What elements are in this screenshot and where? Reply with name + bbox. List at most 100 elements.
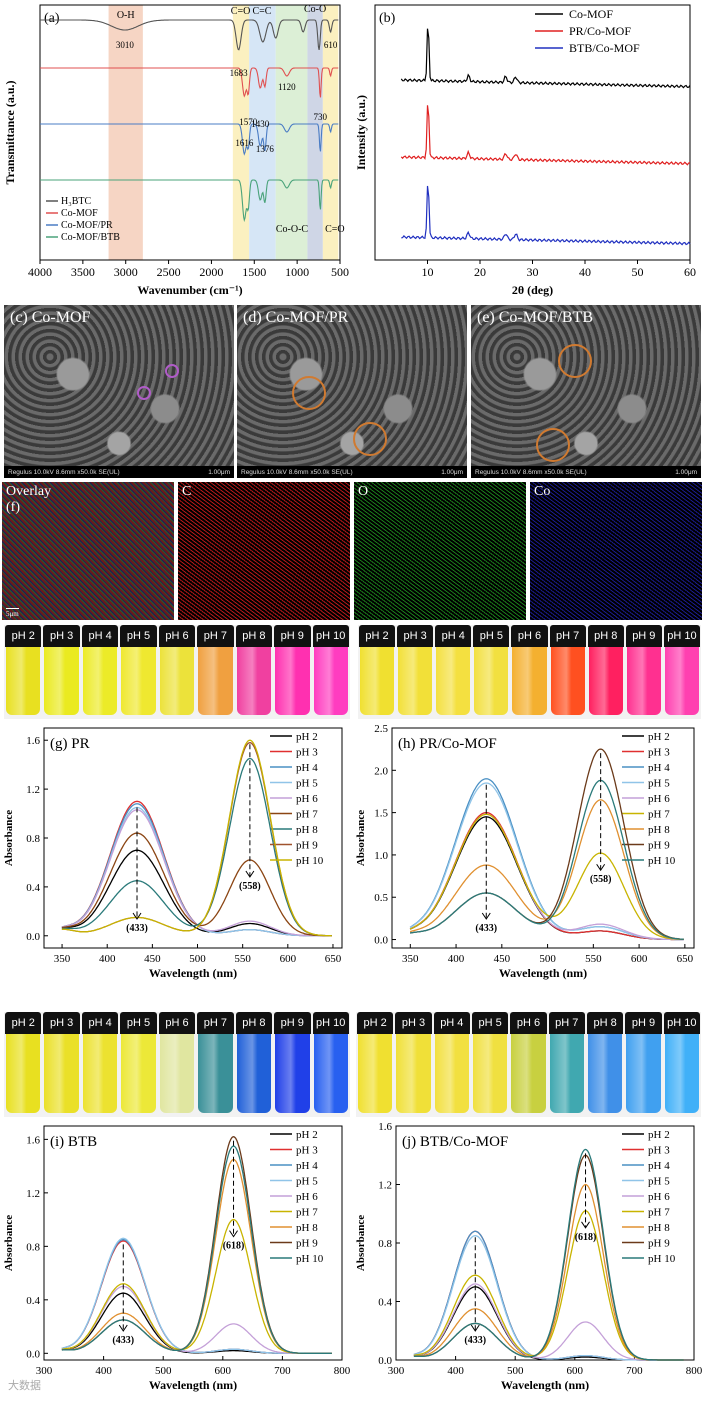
legend-label: Co-MOF/PR (61, 220, 113, 231)
series-line-8 (61, 757, 332, 937)
vial-cap-label: pH 10 (312, 625, 349, 647)
peak-arrow (245, 870, 255, 878)
sem-footer: Regulus 10.0kV 8.6mm x50.0k SE(UL) 1.00μm (4, 466, 234, 478)
vial: pH 10 (663, 1012, 700, 1117)
legend-label: BTB/Co-MOF (569, 41, 640, 55)
series-line-2 (61, 849, 332, 937)
vial: pH 3 (43, 1012, 80, 1117)
vial: pH 5 (473, 625, 510, 719)
band-label: C=O (231, 6, 251, 17)
vials-btb-left: pH 2 pH 3 pH 4 pH 5 pH 6 pH 7 pH 8 pH 9 pH 10 (4, 1012, 350, 1117)
peak-annotation: 3010 (116, 40, 135, 50)
vial: pH 4 (433, 1012, 470, 1117)
vials-pr-left: pH 2 pH 3 pH 4 pH 5 pH 6 pH 7 pH 8 pH 9 pH 10 (4, 625, 350, 719)
pr-comof-absorbance-chart: 350 400 450 500 550 600 650 0.0 0.5 1.0 1.5 2.0 2.5 W… (355, 723, 695, 980)
legend-label: H₃BTC (61, 196, 91, 207)
plot-frame (39, 4, 341, 261)
vial-cap-label: pH 10 (312, 1012, 349, 1034)
sem-scale: 1.00μm (675, 468, 697, 476)
vial: pH 7 (197, 1012, 234, 1117)
vial: pH 9 (625, 625, 662, 719)
vial: pH 5 (120, 625, 157, 719)
x-tick-label: 700 (274, 1365, 291, 1377)
panel-label: (j) BTB/Co-MOF (402, 1134, 508, 1150)
sem-image-c: (c) Co-MOF Regulus 10.0kV 8.6mm x50.0k SE… (4, 305, 234, 478)
legend-label: pH 5 (296, 1176, 318, 1188)
x-tick-label: 1500 (242, 265, 266, 279)
vial-liquid (396, 1034, 431, 1113)
legend-label: pH 7 (648, 1207, 670, 1219)
vial-liquid (236, 647, 272, 715)
vial-cap-label: pH 5 (120, 625, 157, 647)
xrd-line-1 (400, 105, 691, 166)
band-label: C=C (253, 6, 272, 17)
sem-footer-info: Regulus 10.0kV 8.6mm x50.0k SE(UL) (475, 468, 587, 476)
x-tick-label: 3500 (71, 265, 95, 279)
vial: pH 9 (274, 625, 311, 719)
vial-liquid (275, 647, 310, 715)
peak-label: (433) (475, 923, 497, 934)
vial-liquid (44, 1034, 79, 1113)
legend-label: pH 3 (296, 747, 318, 759)
sem-label: (c) Co-MOF (10, 309, 91, 326)
x-tick-label: 800 (686, 1365, 703, 1377)
legend-label: pH 8 (648, 824, 670, 836)
legend-label: pH 4 (296, 762, 318, 774)
vial-liquid (664, 1034, 699, 1113)
vial-liquid (82, 647, 118, 715)
legend-label: pH 6 (648, 793, 670, 805)
vial: pH 3 (397, 625, 434, 719)
eds-map-c: C (178, 482, 350, 620)
vial-cap-label: pH 8 (586, 1012, 624, 1034)
peak-label: (558) (590, 874, 612, 885)
x-tick-label: 1000 (285, 265, 309, 279)
series-line-8 (61, 1158, 332, 1354)
xrd-chart: 10 20 30 40 50 60 2θ (deg) Intensity (a.u.) (b) C… (354, 4, 696, 297)
x-axis-label: 2θ (deg) (512, 283, 553, 297)
legend-label: pH 4 (648, 762, 670, 774)
legend-label: pH 2 (296, 1129, 318, 1141)
map-label: C (182, 484, 192, 499)
vial: pH 4 (435, 625, 472, 719)
y-tick-label: 0.0 (374, 935, 388, 947)
peak-annotation: 1376 (256, 144, 275, 154)
uvvis-panel-i: 300 400 500 600 700 800 0.0 0.4 0.8 1.2 1.6 Wavelen… (0, 1120, 352, 1397)
legend-label: pH 5 (296, 778, 318, 790)
vial-cap-label: pH 5 (473, 625, 510, 647)
y-axis-label: Absorbance (3, 1215, 15, 1271)
band-label: C=O (325, 224, 345, 235)
vial: pH 8 (587, 625, 624, 719)
legend-label: pH 6 (296, 793, 318, 805)
vial-liquid (360, 647, 395, 715)
legend-label: pH 7 (648, 809, 670, 821)
vial: pH 2 (357, 1012, 394, 1117)
peak-annotation: 1616 (235, 138, 254, 148)
legend-label: PR/Co-MOF (569, 24, 631, 38)
x-tick-label: 500 (331, 265, 349, 279)
x-tick-label: 50 (632, 265, 644, 279)
peak-annotation: 1120 (278, 82, 296, 92)
btb-comof-absorbance-chart: 300 400 500 600 700 800 0.0 0.4 0.8 1.2 1.6 Wavelen… (355, 1121, 703, 1392)
y-tick-label: 0.8 (26, 1241, 40, 1253)
vial-cap-label: pH 2 (5, 1012, 42, 1034)
vial-cap-label: pH 8 (587, 625, 624, 647)
vial: pH 8 (586, 1012, 624, 1117)
sem-image-e: (e) Co-MOF/BTB Regulus 10.0kV 8.6mm x50.0… (471, 305, 701, 478)
uvvis-panel-g: 350 400 450 500 550 600 650 0.0 0.4 0.8 1.2 1.6 Wave… (0, 722, 352, 982)
x-tick-label: 550 (585, 953, 602, 965)
y-tick-label: 0.0 (378, 1355, 392, 1367)
vial-cap-label: pH 6 (511, 625, 548, 647)
peak-label: (558) (239, 881, 261, 892)
series-line-9 (61, 1135, 332, 1354)
x-tick-label: 400 (95, 1365, 112, 1377)
x-tick-label: 450 (494, 953, 511, 965)
legend-label: pH 9 (648, 840, 670, 852)
legend-label: pH 4 (296, 1160, 318, 1172)
vial-cap-label: pH 3 (395, 1012, 432, 1034)
x-tick-label: 800 (334, 1365, 351, 1377)
vial: pH 7 (549, 625, 586, 719)
y-tick-label: 0.4 (26, 1295, 40, 1307)
sem-footer-info: Regulus 10.0kV 8.6mm x50.0k SE(UL) (241, 468, 353, 476)
x-tick-label: 600 (567, 1365, 584, 1377)
vial-cap-label: pH 9 (625, 625, 662, 647)
